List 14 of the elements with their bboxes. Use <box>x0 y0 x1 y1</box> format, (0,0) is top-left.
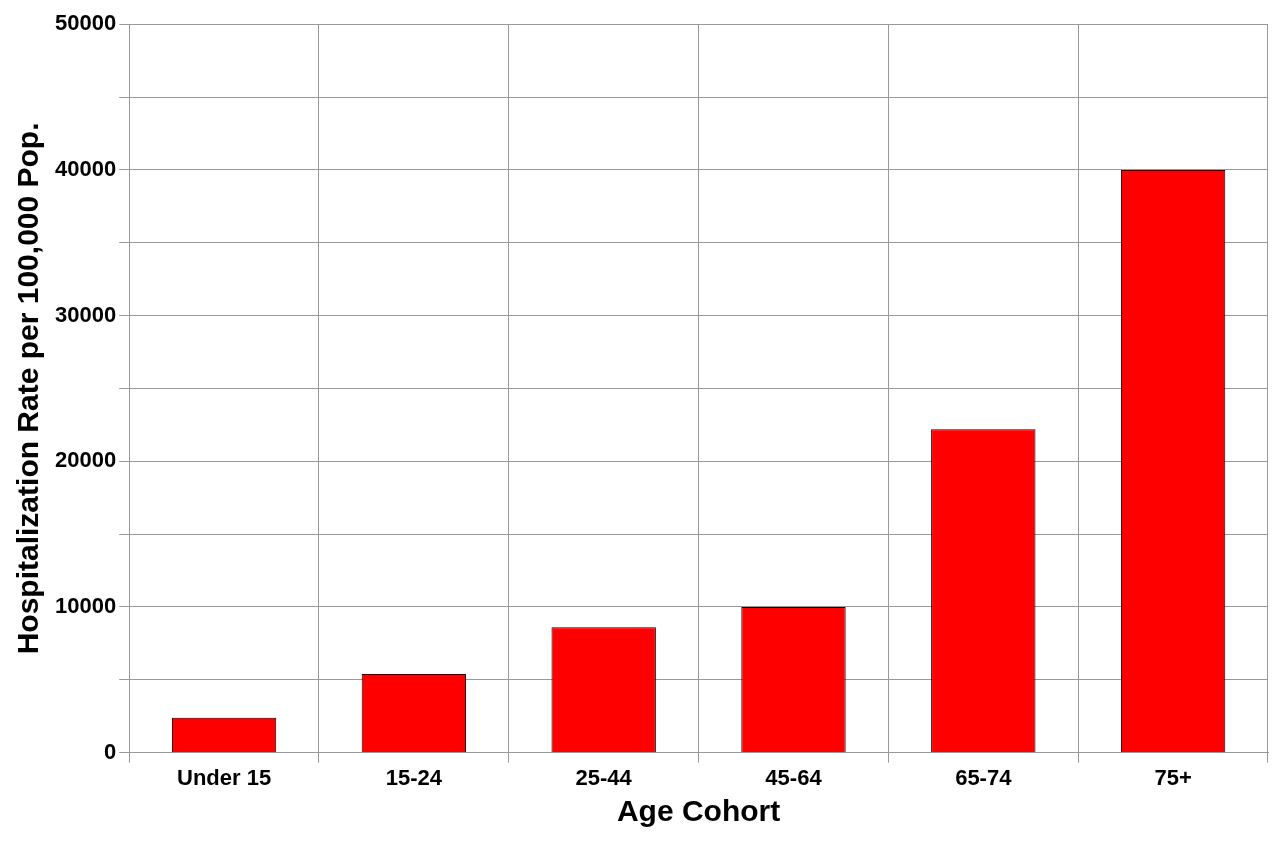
y-tick-label: 20000 <box>54 447 117 473</box>
x-tick-label: 65-74 <box>955 764 1013 790</box>
x-tick-label: 25-44 <box>575 764 633 790</box>
y-tick-label: 10000 <box>54 592 117 618</box>
y-tick-label: 0 <box>103 738 117 764</box>
x-tick-label: 45-64 <box>765 764 823 790</box>
x-tick-label: 15-24 <box>385 764 443 790</box>
x-tick-label: 75+ <box>1154 764 1192 790</box>
y-axis-title: Hospitalization Rate per 100,000 Pop. <box>11 122 45 655</box>
x-tick-label: Under 15 <box>177 764 272 790</box>
y-tick-label: 40000 <box>54 155 117 181</box>
x-axis-title: Age Cohort <box>616 794 781 828</box>
y-tick-label: 50000 <box>54 10 117 36</box>
y-tick-label: 30000 <box>54 301 117 327</box>
